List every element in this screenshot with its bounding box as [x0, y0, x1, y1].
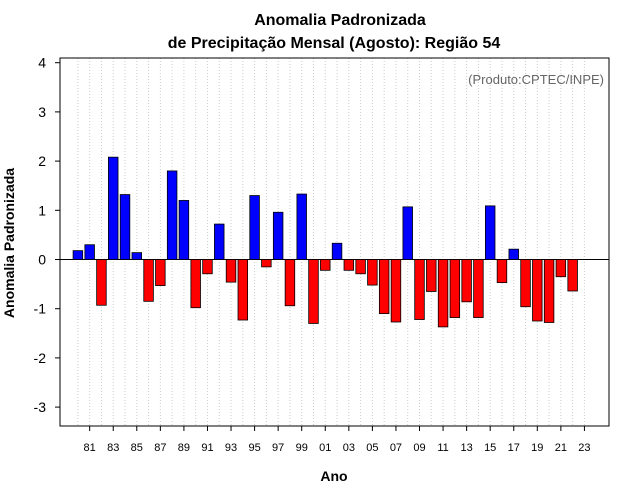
bar-1982 — [96, 259, 107, 306]
x-tick-label: 13 — [461, 442, 473, 454]
bar-2004 — [355, 259, 366, 275]
bar-2010 — [426, 259, 437, 292]
x-tick-label: 23 — [578, 442, 590, 454]
x-tick-label: 05 — [366, 442, 378, 454]
bar-2020 — [543, 259, 555, 323]
y-tick-label: -3 — [34, 399, 47, 415]
bar-2013 — [461, 259, 472, 303]
x-tick-label: 07 — [390, 442, 402, 454]
x-tick-label: 89 — [178, 442, 190, 454]
bar-2012 — [449, 259, 461, 318]
bar-2001 — [320, 259, 331, 271]
x-tick-label: 15 — [484, 442, 496, 454]
bar-1992 — [214, 223, 225, 260]
y-tick-label: 4 — [38, 55, 46, 71]
y-tick-label: 0 — [38, 252, 46, 268]
bar-2016 — [496, 259, 508, 284]
x-tick-label: 19 — [531, 442, 543, 454]
bar-2006 — [378, 259, 390, 315]
bar-2019 — [532, 259, 543, 322]
bar-1986 — [143, 259, 154, 302]
x-tick-label: 93 — [225, 442, 237, 454]
bar-2015 — [484, 205, 496, 260]
x-axis-label: Ano — [320, 468, 347, 484]
x-tick-label: 11 — [437, 442, 448, 454]
x-tick-label: 87 — [154, 442, 166, 454]
bar-2021 — [555, 259, 567, 278]
bar-2022 — [567, 259, 578, 292]
bar-2007 — [390, 259, 402, 323]
bar-1989 — [178, 200, 190, 260]
product-annotation: (Produto:CPTEC/INPE) — [468, 72, 604, 87]
y-tick-label: 3 — [38, 104, 46, 120]
bar-2009 — [414, 259, 425, 320]
y-tick-label: 1 — [38, 202, 46, 218]
y-axis-label: Anomalia Padronizada — [1, 168, 17, 318]
bar-2014 — [473, 259, 484, 318]
y-tick-label: 2 — [38, 153, 46, 169]
bar-1983 — [108, 156, 119, 260]
bar-1999 — [296, 193, 307, 260]
chart-title-line1: Anomalia Padronizada — [254, 12, 426, 29]
y-tick-label: -2 — [34, 350, 47, 366]
bar-2000 — [308, 259, 319, 324]
bar-2011 — [437, 259, 449, 328]
bar-2003 — [343, 259, 355, 271]
grid-lines — [77, 58, 585, 426]
x-tick-label: 03 — [343, 442, 355, 454]
bar-1985 — [131, 252, 142, 260]
bar-1998 — [284, 259, 296, 307]
bar-1987 — [155, 259, 166, 286]
x-tick-label: 83 — [107, 442, 119, 454]
bar-1995 — [249, 195, 260, 260]
bar-1997 — [272, 211, 284, 260]
x-tick-label: 01 — [319, 442, 331, 454]
bar-1994 — [237, 259, 249, 321]
x-tick-label: 81 — [84, 442, 96, 454]
bar-1993 — [225, 259, 237, 283]
bar-2005 — [367, 259, 378, 286]
x-tick-label: 91 — [201, 442, 213, 454]
bar-1996 — [261, 259, 272, 268]
y-axis: -3 -2 -1 0 1 2 3 4 — [34, 55, 60, 415]
plot-frame — [59, 57, 610, 427]
bar-2017 — [508, 248, 519, 260]
x-tick-label: 09 — [413, 442, 425, 454]
x-tick-label: 97 — [272, 442, 284, 454]
x-axis: 81 83 85 87 89 91 93 95 97 99 01 03 05 07 09 11 13 15 17 19… — [84, 426, 591, 454]
bar-1990 — [190, 259, 201, 309]
bar-1981 — [84, 244, 95, 260]
bar-2008 — [402, 206, 413, 260]
bar-2002 — [331, 242, 343, 260]
x-tick-label: 85 — [131, 442, 143, 454]
x-tick-label: 17 — [508, 442, 520, 454]
x-tick-label: 99 — [296, 442, 308, 454]
bar-1980 — [72, 250, 84, 260]
bar-2018 — [520, 259, 531, 308]
x-tick-label: 95 — [248, 442, 260, 454]
bar-1984 — [119, 194, 131, 260]
bar-1988 — [166, 170, 178, 260]
chart-title-line2: de Precipitação Mensal (Agosto): Região … — [168, 35, 501, 52]
bars — [72, 156, 578, 328]
bar-1991 — [202, 259, 213, 275]
x-tick-label: 21 — [555, 442, 567, 454]
y-tick-label: -1 — [34, 301, 47, 317]
